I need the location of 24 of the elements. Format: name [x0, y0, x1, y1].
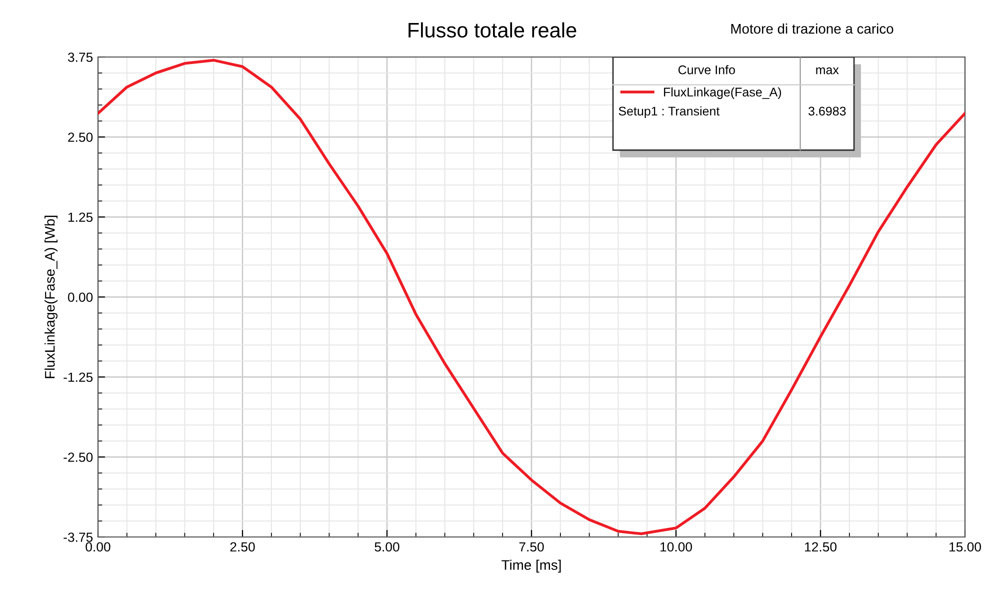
y-tick-label: 0.00	[68, 292, 93, 302]
x-tick-label: 5.00	[374, 542, 400, 552]
y-tick-label: 2.50	[68, 132, 93, 142]
x-axis-title: Time [ms]	[502, 560, 561, 573]
annotation: Setup1 : Transient	[618, 106, 720, 118]
x-tick-label: 15.00	[950, 542, 981, 552]
legend-label: FluxLinkage(Fase_A)	[664, 87, 782, 99]
y-tick-label: -2.50	[64, 452, 93, 462]
y-tick-label: 3.75	[68, 52, 93, 62]
x-tick-label: 10.00	[660, 542, 692, 552]
chart-title: Flusso totale reale	[408, 22, 576, 38]
chart-subtitle: Motore di trazione a carico	[731, 24, 894, 34]
y-axis-title: FluxLinkage(Fase_A) [Wb]	[44, 216, 58, 378]
y-tick-label: -1.25	[64, 372, 93, 382]
y-tick-label: -3.75	[64, 532, 93, 542]
annotation: max	[816, 67, 839, 74]
x-tick-label: 12.50	[805, 542, 836, 552]
y-tick-label: 1.25	[68, 212, 93, 222]
x-tick-label: 0.00	[86, 542, 110, 552]
x-tick-label: 2.50	[230, 542, 255, 552]
line-series	[98, 58, 965, 536]
legend-title: Curve Info	[678, 65, 735, 74]
annotation: 3.6983	[808, 106, 846, 116]
x-tick-label: 7.50	[519, 542, 544, 552]
